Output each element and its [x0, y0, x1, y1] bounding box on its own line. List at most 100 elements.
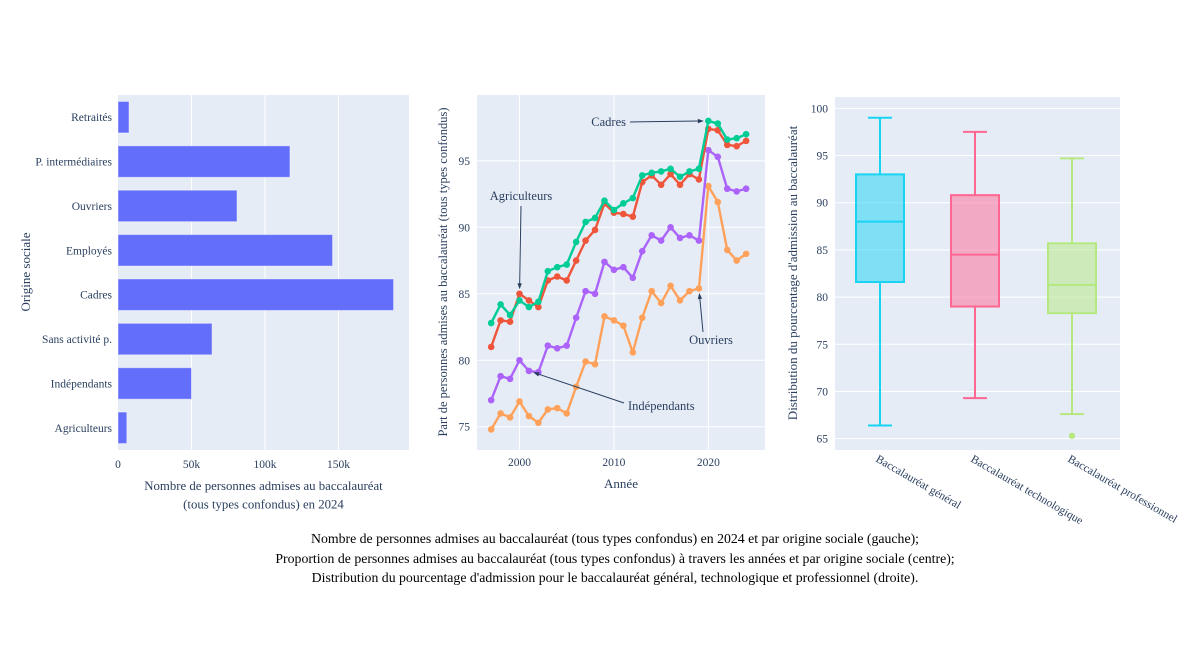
data-point[interactable]: [648, 169, 655, 177]
data-point[interactable]: [516, 356, 523, 364]
data-point[interactable]: [582, 287, 589, 295]
data-point[interactable]: [544, 406, 552, 413]
data-point[interactable]: [563, 342, 571, 349]
data-point[interactable]: [648, 287, 655, 295]
data-point[interactable]: [497, 301, 504, 308]
data-point[interactable]: [723, 136, 731, 143]
data-point[interactable]: [506, 414, 514, 421]
data-point[interactable]: [742, 185, 750, 193]
data-point[interactable]: [487, 319, 495, 327]
data-point[interactable]: [667, 282, 674, 290]
data-point[interactable]: [714, 198, 722, 206]
data-point[interactable]: [601, 313, 608, 320]
data-point[interactable]: [591, 226, 599, 234]
data-point[interactable]: [525, 297, 533, 304]
data-point[interactable]: [629, 348, 637, 356]
bar-chart[interactable]: Retraités P. intermédiaires Ouvriers Employ…: [0, 80, 430, 520]
bar[interactable]: [117, 367, 192, 400]
data-point[interactable]: [516, 297, 523, 304]
data-point[interactable]: [582, 237, 589, 244]
data-point[interactable]: [582, 218, 589, 226]
data-point[interactable]: [563, 410, 571, 417]
data-point[interactable]: [610, 206, 618, 214]
data-point[interactable]: [705, 117, 712, 125]
data-point[interactable]: [516, 290, 523, 298]
data-point[interactable]: [563, 261, 571, 268]
data-point[interactable]: [667, 165, 674, 173]
data-point[interactable]: [686, 287, 693, 295]
data-point[interactable]: [733, 142, 740, 150]
data-point[interactable]: [620, 322, 627, 329]
line-series[interactable]: [490, 148, 747, 401]
data-point[interactable]: [714, 120, 722, 127]
outlier-point[interactable]: [1068, 432, 1076, 440]
data-point[interactable]: [657, 168, 665, 175]
data-point[interactable]: [620, 263, 627, 271]
data-point[interactable]: [638, 314, 646, 322]
data-point[interactable]: [572, 238, 580, 246]
data-point[interactable]: [535, 419, 542, 427]
data-point[interactable]: [657, 181, 665, 189]
data-point[interactable]: [695, 176, 703, 183]
data-point[interactable]: [648, 231, 655, 239]
line-series[interactable]: [490, 184, 747, 431]
bar[interactable]: [117, 145, 291, 178]
data-point[interactable]: [667, 223, 674, 231]
data-point[interactable]: [516, 398, 523, 405]
data-point[interactable]: [733, 188, 740, 195]
box[interactable]: [1047, 242, 1097, 315]
data-point[interactable]: [695, 285, 703, 292]
data-point[interactable]: [497, 317, 504, 324]
data-point[interactable]: [676, 297, 684, 304]
data-point[interactable]: [591, 214, 599, 222]
data-point[interactable]: [525, 412, 533, 420]
data-point[interactable]: [601, 197, 608, 205]
data-point[interactable]: [620, 210, 627, 218]
data-point[interactable]: [535, 303, 542, 311]
line-series[interactable]: [490, 119, 747, 324]
bar[interactable]: [117, 411, 128, 445]
data-point[interactable]: [638, 247, 646, 255]
data-point[interactable]: [638, 172, 646, 179]
data-point[interactable]: [676, 173, 684, 181]
data-point[interactable]: [553, 263, 561, 271]
data-point[interactable]: [497, 372, 504, 380]
bar[interactable]: [117, 234, 334, 267]
data-point[interactable]: [601, 258, 608, 266]
data-point[interactable]: [525, 303, 533, 311]
bar[interactable]: [117, 100, 130, 134]
data-point[interactable]: [525, 367, 533, 375]
data-point[interactable]: [487, 343, 495, 351]
data-point[interactable]: [544, 267, 552, 275]
data-point[interactable]: [563, 277, 571, 284]
data-point[interactable]: [553, 404, 561, 412]
data-point[interactable]: [676, 181, 684, 189]
data-point[interactable]: [686, 231, 693, 239]
box[interactable]: [950, 194, 1000, 308]
data-point[interactable]: [610, 266, 618, 274]
data-point[interactable]: [723, 246, 731, 254]
data-point[interactable]: [610, 317, 618, 324]
data-point[interactable]: [742, 250, 750, 258]
data-point[interactable]: [686, 168, 693, 175]
data-point[interactable]: [591, 290, 599, 298]
data-point[interactable]: [591, 360, 599, 368]
data-point[interactable]: [572, 257, 580, 264]
data-point[interactable]: [629, 194, 637, 202]
data-point[interactable]: [657, 299, 665, 307]
data-point[interactable]: [582, 358, 589, 365]
data-point[interactable]: [723, 185, 731, 193]
data-point[interactable]: [733, 134, 740, 142]
data-point[interactable]: [629, 213, 637, 220]
data-point[interactable]: [535, 298, 542, 306]
data-point[interactable]: [497, 410, 504, 417]
box[interactable]: [855, 173, 905, 283]
data-point[interactable]: [487, 426, 495, 433]
data-point[interactable]: [695, 237, 703, 244]
data-point[interactable]: [733, 257, 740, 264]
data-point[interactable]: [506, 318, 514, 325]
data-point[interactable]: [705, 146, 712, 154]
data-point[interactable]: [667, 170, 674, 178]
bar[interactable]: [117, 189, 238, 223]
data-point[interactable]: [714, 153, 722, 161]
